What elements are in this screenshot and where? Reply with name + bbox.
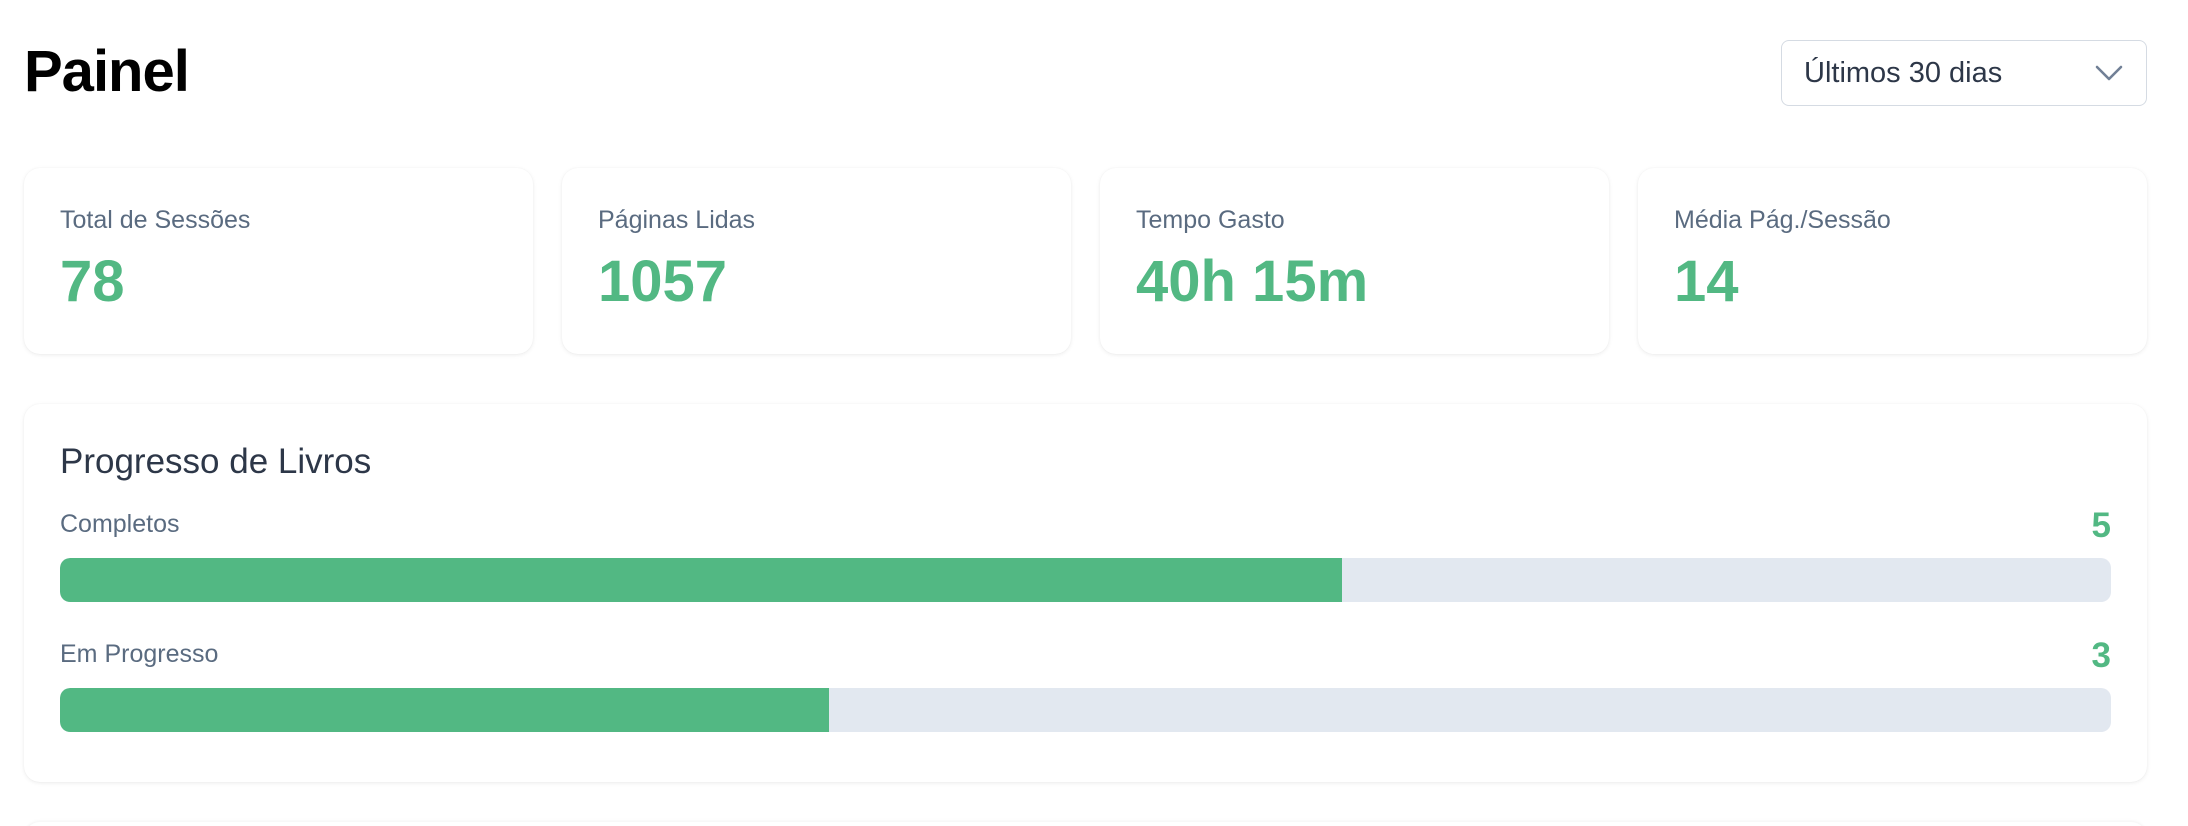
progress-label: Completos (60, 510, 180, 538)
stat-card-time-spent: Tempo Gasto 40h 15m (1100, 168, 1609, 354)
stat-value: 14 (1674, 249, 1739, 314)
progress-row-head: Em Progresso 3 (60, 636, 2111, 676)
progress-fill (60, 688, 830, 732)
page-title: Painel (24, 39, 190, 104)
date-range-select[interactable]: Últimos 30 dias (1781, 40, 2147, 106)
progress-track (60, 558, 2111, 602)
dashboard-header: Painel Últimos 30 dias (24, 38, 2147, 106)
stats-row: Total de Sessões 78 Páginas Lidas 1057 T… (24, 168, 2147, 354)
book-progress-title: Progresso de Livros (60, 442, 372, 481)
stat-card-avg-pages-per-session: Média Pág./Sessão 14 (1638, 168, 2147, 354)
progress-count: 3 (2091, 636, 2111, 675)
book-progress-card: Progresso de Livros Completos 5 Em Progr… (24, 404, 2147, 782)
stat-value: 1057 (598, 249, 728, 314)
stat-label: Páginas Lidas (598, 206, 756, 234)
next-card (24, 822, 2147, 826)
progress-row-head: Completos 5 (60, 506, 2111, 546)
chevron-down-icon (2095, 65, 2123, 81)
progress-fill (60, 558, 1342, 602)
stat-label: Tempo Gasto (1136, 206, 1285, 234)
progress-label: Em Progresso (60, 640, 219, 668)
stat-value: 78 (60, 249, 125, 314)
stat-card-pages-read: Páginas Lidas 1057 (562, 168, 1071, 354)
progress-track (60, 688, 2111, 732)
stat-card-total-sessions: Total de Sessões 78 (24, 168, 533, 354)
progress-count: 5 (2091, 506, 2111, 545)
progress-row-in-progress: Em Progresso 3 (60, 636, 2111, 732)
stat-value: 40h 15m (1136, 249, 1369, 314)
date-range-select-value: Últimos 30 dias (1804, 56, 2003, 89)
stat-label: Média Pág./Sessão (1674, 206, 1891, 234)
progress-row-completed: Completos 5 (60, 506, 2111, 602)
stat-label: Total de Sessões (60, 206, 251, 234)
